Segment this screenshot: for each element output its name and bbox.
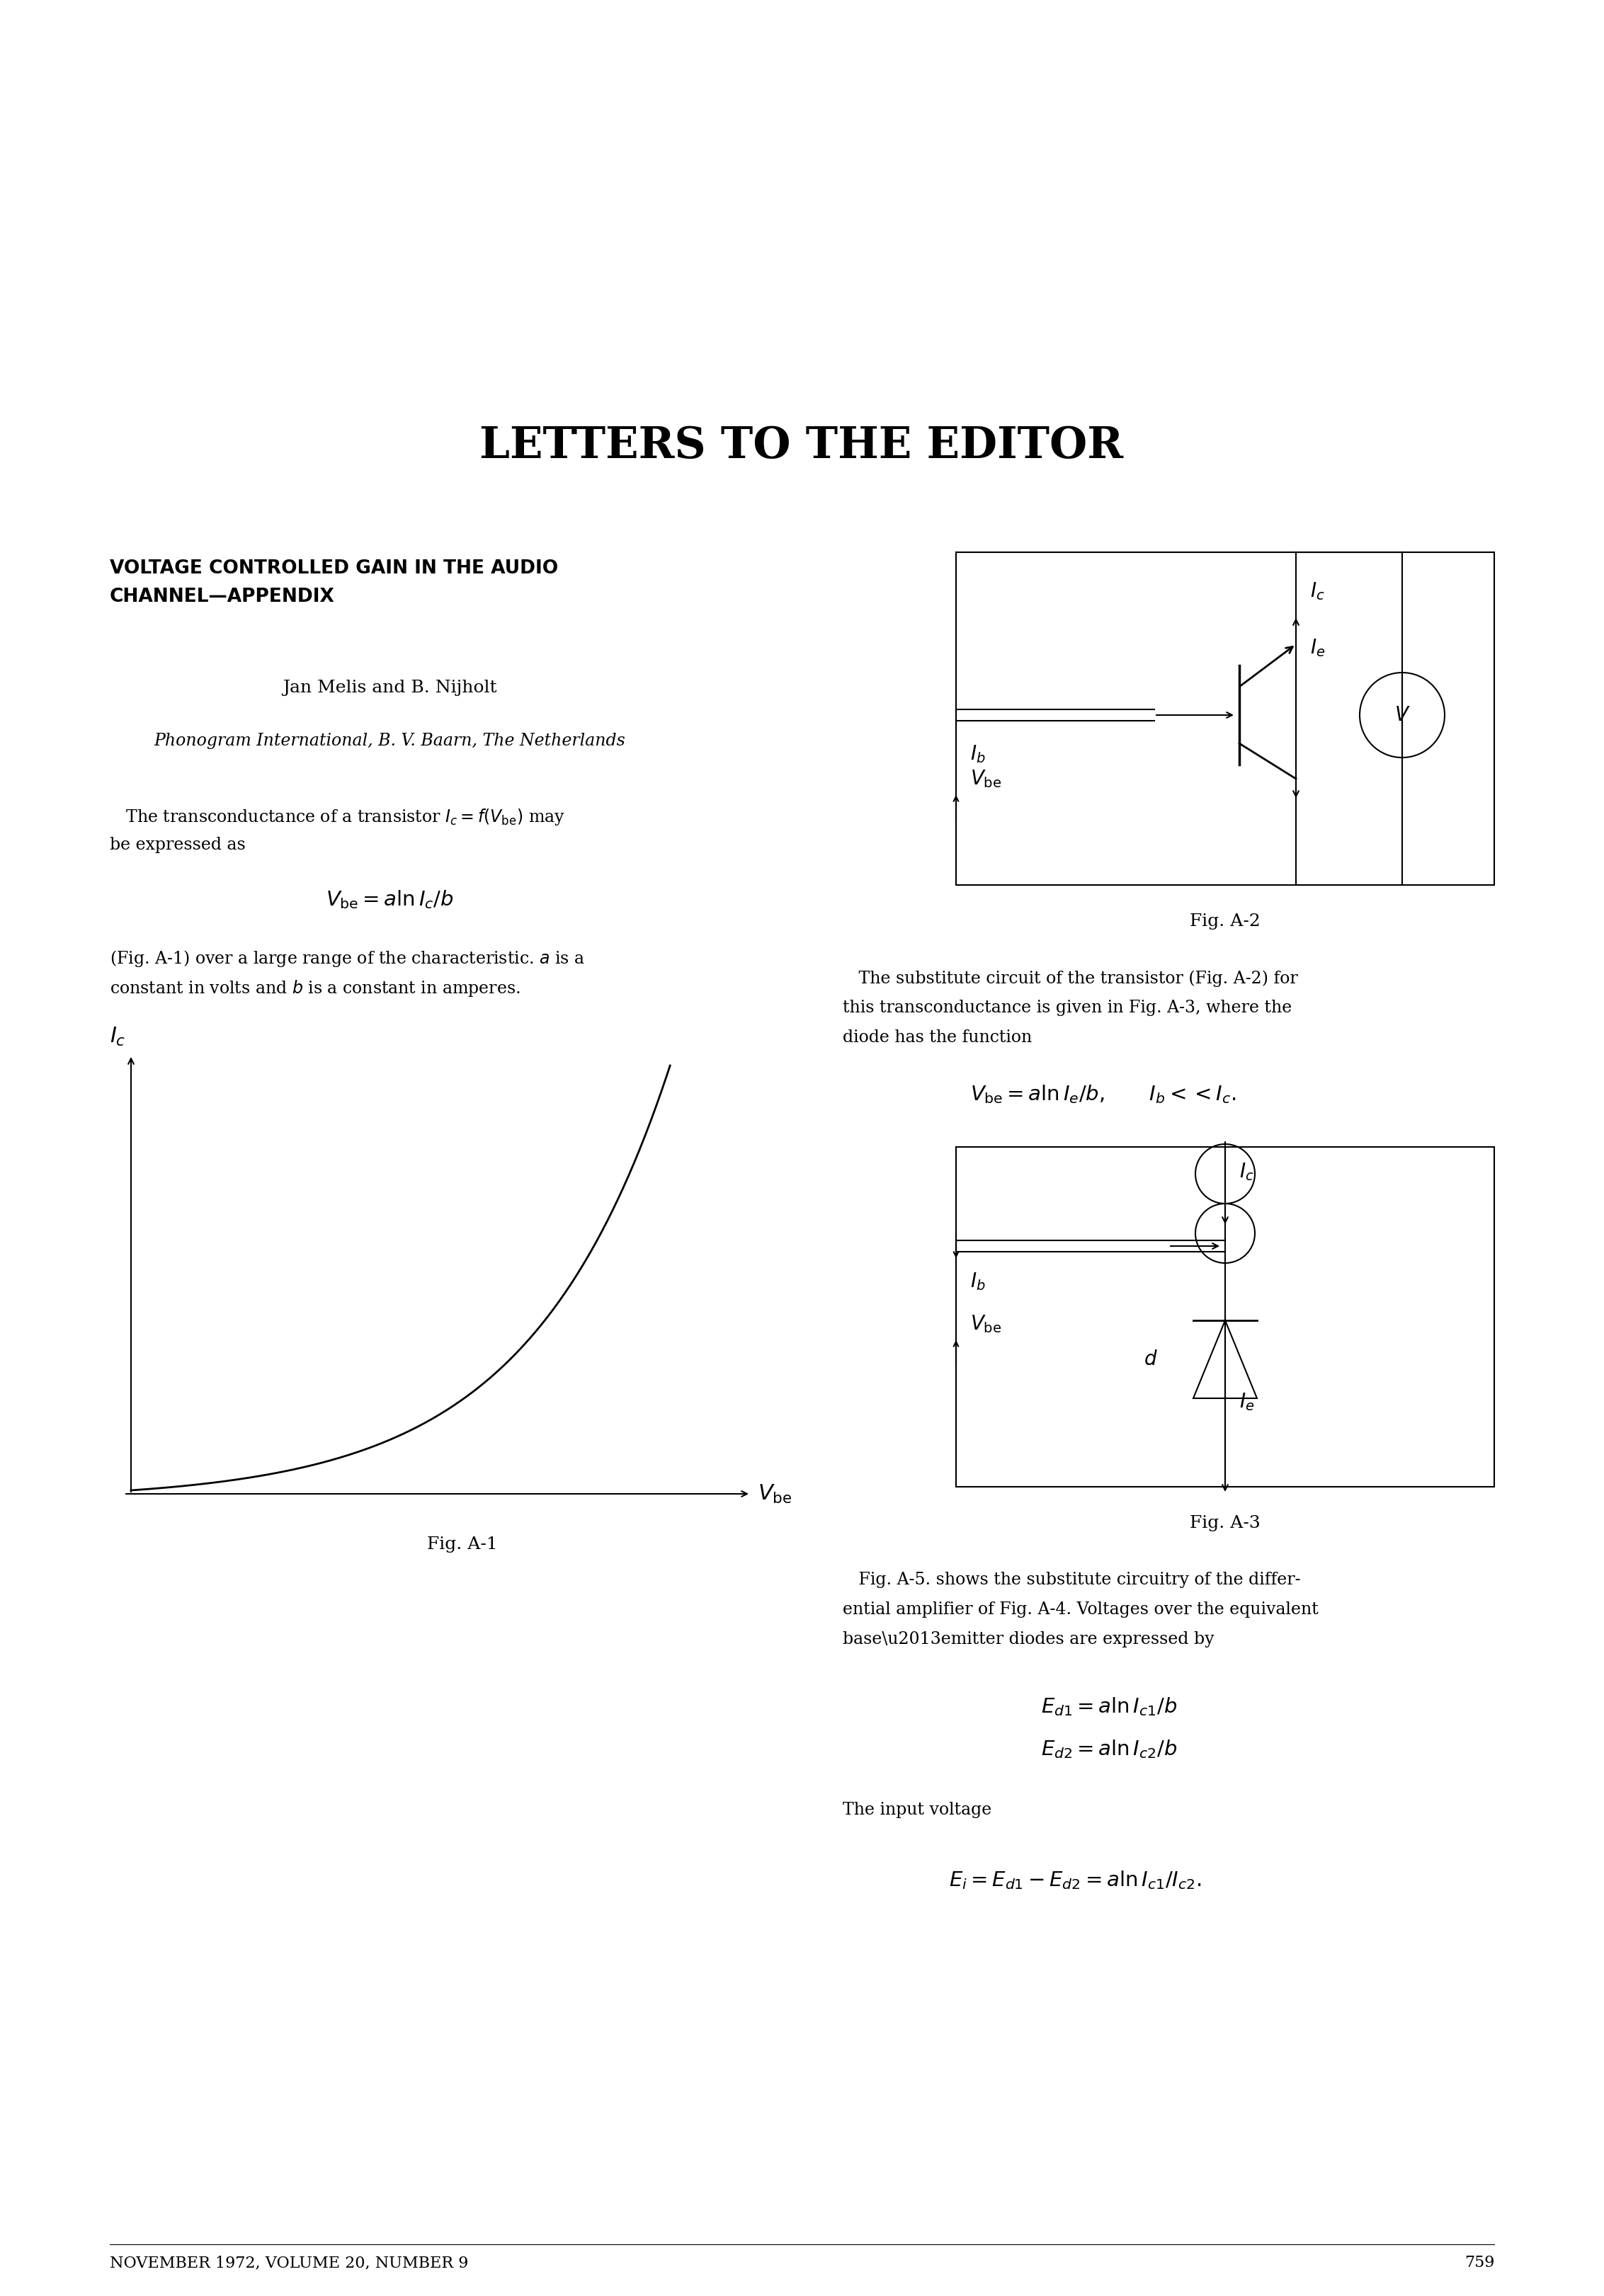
Text: Fig. A-5. shows the substitute circuitry of the differ-: Fig. A-5. shows the substitute circuitry… [842,1573,1301,1589]
Text: $E_{d2} = a\ln I_{c2}/b$: $E_{d2} = a\ln I_{c2}/b$ [1041,1738,1177,1761]
Text: $E_{d1} = a\ln I_{c1}/b$: $E_{d1} = a\ln I_{c1}/b$ [1041,1697,1177,1717]
Text: this transconductance is given in Fig. A-3, where the: this transconductance is given in Fig. A… [842,999,1291,1015]
Text: be expressed as: be expressed as [109,836,245,854]
Text: $I_e$: $I_e$ [1240,1391,1254,1412]
Text: Fig. A-3: Fig. A-3 [1190,1515,1261,1531]
Text: base\u2013emitter diodes are expressed by: base\u2013emitter diodes are expressed b… [842,1630,1214,1649]
Text: constant in volts and $b$ is a constant in amperes.: constant in volts and $b$ is a constant … [109,978,520,999]
Text: The substitute circuit of the transistor (Fig. A-2) for: The substitute circuit of the transistor… [842,969,1298,987]
Text: VOLTAGE CONTROLLED GAIN IN THE AUDIO: VOLTAGE CONTROLLED GAIN IN THE AUDIO [109,560,558,579]
Text: $d$: $d$ [1144,1350,1158,1368]
Text: $V$: $V$ [1394,705,1410,726]
Text: $I_c$: $I_c$ [109,1026,125,1047]
Bar [956,1148,1495,1488]
Text: The input voltage: The input voltage [842,1802,991,1818]
Text: $I_b$: $I_b$ [970,744,985,765]
Text: $V_{\rm be} = a\ln I_c/b$: $V_{\rm be} = a\ln I_c/b$ [326,889,454,909]
Text: NOVEMBER 1972, VOLUME 20, NUMBER 9: NOVEMBER 1972, VOLUME 20, NUMBER 9 [109,2255,468,2271]
Text: (Fig. A-1) over a large range of the characteristic. $a$ is a: (Fig. A-1) over a large range of the cha… [109,948,585,969]
Text: $V_{\rm be}$: $V_{\rm be}$ [970,1313,1001,1334]
Bar [956,553,1495,884]
Text: $I_b$: $I_b$ [970,1270,985,1293]
Text: ential amplifier of Fig. A-4. Voltages over the equivalent: ential amplifier of Fig. A-4. Voltages o… [842,1603,1318,1619]
Text: $I_c$: $I_c$ [1240,1162,1254,1182]
Text: $V_{\rm be} = a\ln I_e/b,\qquad I_b << I_c.$: $V_{\rm be} = a\ln I_e/b,\qquad I_b << I… [970,1084,1237,1104]
Text: $E_i = E_{d1} - E_{d2} = a\ln I_{c1}/I_{c2}.$: $E_i = E_{d1} - E_{d2} = a\ln I_{c1}/I_{… [950,1869,1201,1892]
Text: The transconductance of a transistor $I_c = f(V_{\rm be})$ may: The transconductance of a transistor $I_… [109,808,565,827]
Text: 759: 759 [1464,2255,1495,2271]
Text: CHANNEL—APPENDIX: CHANNEL—APPENDIX [109,588,335,606]
Text: $V_{\rm be}$: $V_{\rm be}$ [757,1483,792,1504]
Text: Fig. A-1: Fig. A-1 [427,1536,497,1552]
Text: LETTERS TO THE EDITOR: LETTERS TO THE EDITOR [480,425,1123,468]
Text: $V_{\rm be}$: $V_{\rm be}$ [970,769,1001,790]
Text: $I_c$: $I_c$ [1310,581,1325,602]
Text: $I_e$: $I_e$ [1310,638,1325,659]
Text: Jan Melis and B. Nijholt: Jan Melis and B. Nijholt [282,680,497,696]
Text: diode has the function: diode has the function [842,1029,1031,1045]
Text: Phonogram International, B. V. Baarn, The Netherlands: Phonogram International, B. V. Baarn, Th… [154,732,626,748]
Text: Fig. A-2: Fig. A-2 [1190,914,1261,930]
